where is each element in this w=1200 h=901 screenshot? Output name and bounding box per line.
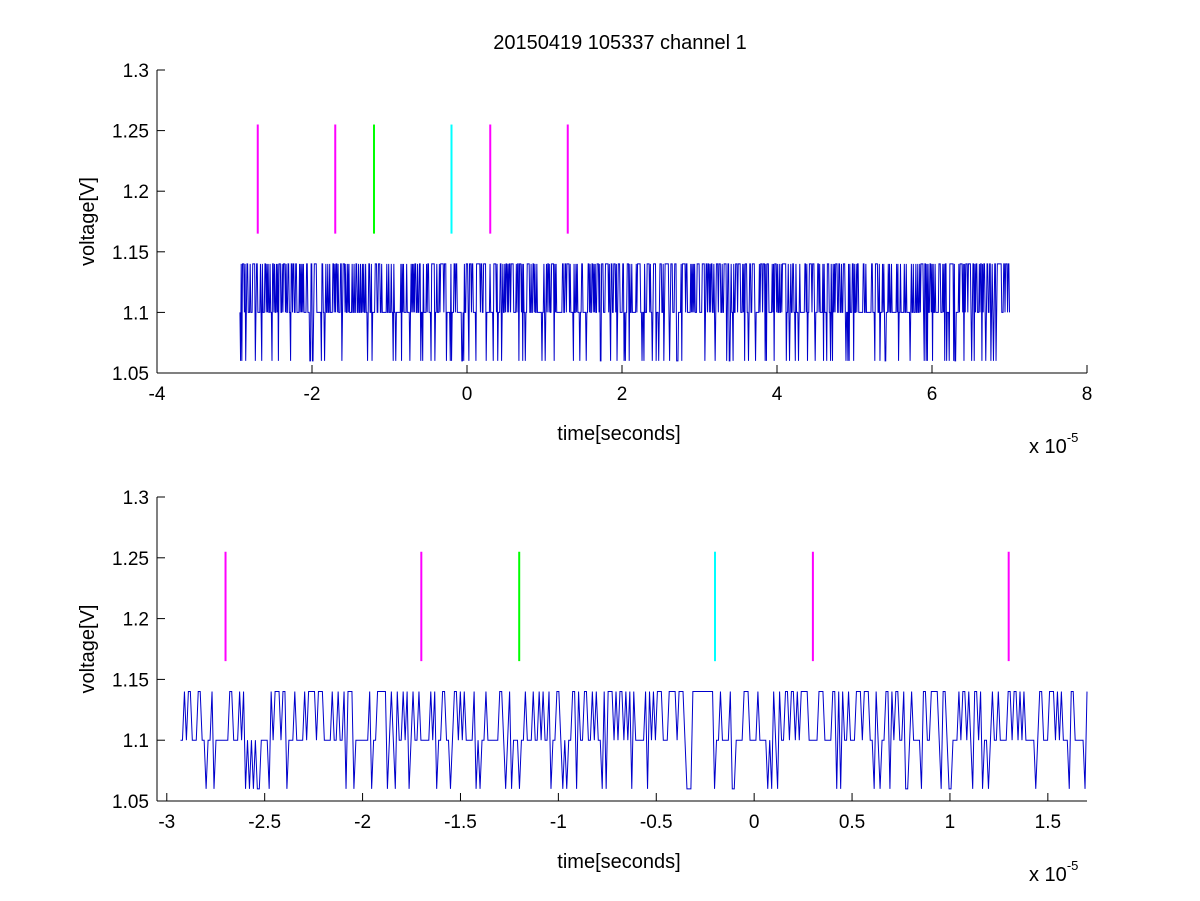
y-tick-label: 1.1 [123, 303, 149, 324]
x-tick-label: -0.5 [640, 812, 673, 833]
y-axis-label: voltage[V] [77, 177, 99, 266]
y-tick-label: 1.05 [112, 364, 149, 385]
x-tick-label: -2 [354, 812, 371, 833]
y-axis-label: voltage[V] [77, 605, 99, 694]
x-multiplier-label: x 10-5 [1029, 858, 1078, 886]
x-tick-label: -1 [550, 812, 567, 833]
x-tick-label: 0 [462, 384, 473, 405]
x-tick-label: -1.5 [444, 812, 477, 833]
x-tick-label: 6 [927, 384, 938, 405]
x-tick-label: -2 [304, 384, 321, 405]
y-tick-label: 1.2 [123, 182, 149, 203]
y-tick-label: 1.3 [123, 488, 149, 509]
x-tick-label: 0 [749, 812, 760, 833]
x-multiplier-base: x 10 [1029, 864, 1067, 886]
x-tick-label: -3 [158, 812, 175, 833]
y-tick-label: 1.05 [112, 792, 149, 813]
figure-title: 20150419 105337 channel 1 [493, 32, 747, 54]
x-tick-label: -4 [149, 384, 166, 405]
y-tick-label: 1.25 [112, 549, 149, 570]
x-tick-label: 4 [772, 384, 783, 405]
x-tick-label: 8 [1082, 384, 1093, 405]
y-tick-label: 1.3 [123, 61, 149, 82]
x-tick-label: 2 [617, 384, 628, 405]
y-tick-label: 1.15 [112, 243, 149, 264]
x-tick-label: -2.5 [248, 812, 281, 833]
x-axis-label: time[seconds] [557, 423, 680, 445]
y-tick-label: 1.15 [112, 670, 149, 691]
x-multiplier-exponent: -5 [1067, 858, 1079, 873]
x-multiplier-exponent: -5 [1067, 430, 1079, 445]
y-tick-label: 1.25 [112, 122, 149, 143]
plot-top: -4 -2 0 2 4 6 8 1.05 1.1 1.15 1.2 1.25 1.3 time[secon… [77, 61, 1092, 458]
x-axis-label: time[seconds] [557, 851, 680, 873]
x-tick-label: 1.5 [1035, 812, 1061, 833]
x-tick-label: 0.5 [839, 812, 865, 833]
x-multiplier-label: x 10-5 [1029, 430, 1078, 458]
y-tick-label: 1.2 [123, 610, 149, 631]
y-tick-label: 1.1 [123, 731, 149, 752]
signal-trace [239, 263, 1010, 362]
plot-bottom: -3 -2.5 -2 -1.5 -1 -0.5 0 0.5 1 1.5 1.05 1.1 1.15 1.2… [77, 488, 1088, 886]
x-tick-label: 1 [945, 812, 956, 833]
signal-trace [180, 691, 1088, 790]
x-multiplier-base: x 10 [1029, 436, 1067, 458]
